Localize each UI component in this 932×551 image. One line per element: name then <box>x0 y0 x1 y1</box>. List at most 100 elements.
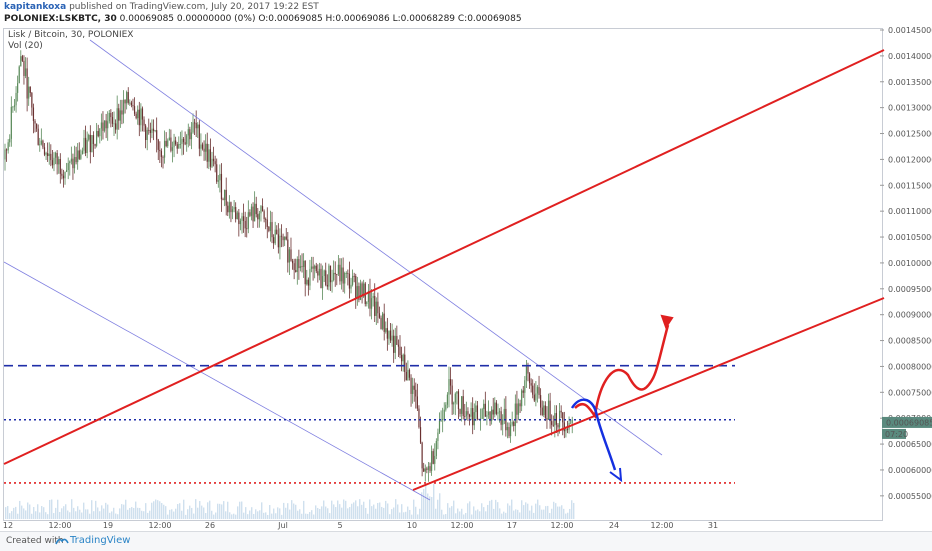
candle-body <box>277 234 279 248</box>
volume-bar <box>351 503 353 519</box>
candle-body <box>350 284 352 289</box>
volume-bar <box>173 511 175 519</box>
candle-body <box>236 212 238 220</box>
volume-bar <box>49 499 51 519</box>
volume-bar <box>411 514 413 519</box>
candle-body <box>84 137 87 154</box>
volume-bar <box>29 504 31 519</box>
volume-bar <box>271 513 273 519</box>
y-tick-label: 0.00125000 <box>888 130 932 139</box>
bearish-arrowhead <box>609 467 623 483</box>
volume-bar <box>353 502 355 519</box>
candle-body <box>285 236 287 240</box>
candle-body <box>416 396 418 409</box>
candle-body <box>108 112 110 122</box>
volume-bar <box>493 508 495 519</box>
candle-body <box>288 249 290 263</box>
volume-bar <box>267 514 269 519</box>
volume-bar <box>279 508 281 519</box>
volume-bar <box>293 503 295 519</box>
volume-bar <box>213 514 215 519</box>
volume-bar <box>375 508 377 519</box>
volume-bar <box>345 500 347 519</box>
volume-bar <box>513 510 515 519</box>
volume-bar <box>359 499 361 519</box>
candle-body <box>151 128 153 133</box>
volume-bar <box>33 507 35 519</box>
volume-bar <box>383 507 385 519</box>
candle-body <box>552 424 554 426</box>
candle-body <box>366 301 368 305</box>
candle-body <box>473 412 475 426</box>
candle-body <box>216 164 218 182</box>
candle-body <box>66 170 68 172</box>
price-chart[interactable]: 0.00145000 0.00140000 0.00135000 0.00130000… <box>0 0 932 532</box>
y-tick-label: 0.00055000 <box>888 492 932 501</box>
volume-bar <box>67 510 69 519</box>
volume-bar <box>407 506 409 519</box>
candle-body <box>440 419 442 421</box>
volume-bar <box>465 512 467 519</box>
volume-bar <box>147 512 149 519</box>
candle-body <box>61 173 63 176</box>
volume-bar <box>265 512 267 519</box>
volume-bar <box>135 501 137 519</box>
candle-body <box>21 56 23 61</box>
candle-body <box>522 390 524 393</box>
candle-body <box>257 214 259 220</box>
volume-bar <box>53 513 55 519</box>
candle-body <box>367 290 369 302</box>
candle-body <box>506 427 509 431</box>
candle-body <box>50 153 52 161</box>
volume-bar <box>113 507 115 519</box>
volume-bar <box>197 507 199 519</box>
channel-line-lower <box>3 261 431 501</box>
candle-body <box>282 236 284 241</box>
candle-body <box>524 380 526 393</box>
candle-body <box>418 408 420 428</box>
symbol-label: POLONIEX:LSKBTC, 30 <box>4 14 117 24</box>
bullish-scenario-arrow <box>574 324 670 419</box>
candle-body <box>309 268 311 286</box>
candle-body <box>555 413 558 425</box>
author-name[interactable]: kapitankoxa <box>4 2 67 12</box>
x-tick-label: 10 <box>407 521 417 530</box>
volume-bar <box>63 506 65 519</box>
volume-bar <box>277 507 279 519</box>
candle-body <box>408 369 411 378</box>
candle-body <box>7 142 9 151</box>
volume-bar <box>203 507 205 519</box>
volume-bar <box>519 512 521 519</box>
candle-body <box>255 203 257 215</box>
tradingview-brand[interactable]: TradingView <box>70 535 131 546</box>
volume-bar <box>207 502 209 519</box>
candle-body <box>145 125 147 140</box>
candle-body <box>386 328 388 339</box>
candle-body <box>28 86 30 99</box>
candle-body <box>238 212 240 225</box>
candle-body <box>47 153 49 157</box>
candle-body <box>225 189 227 206</box>
candle-body <box>36 123 38 129</box>
volume-bar <box>449 507 451 519</box>
candle-body <box>483 403 485 409</box>
volume-bar <box>547 505 549 519</box>
candle-body <box>307 279 309 286</box>
volume-bar <box>289 509 291 519</box>
volume-bar <box>405 511 407 519</box>
candle-body <box>13 105 16 107</box>
volume-bar <box>71 499 73 519</box>
candle-body <box>448 379 450 395</box>
candle-body <box>24 68 27 76</box>
candle-body <box>198 124 200 149</box>
volume-bar <box>379 502 381 519</box>
created-with-label: Created with <box>6 536 64 546</box>
x-tick-label: 19 <box>103 521 113 530</box>
candle-body <box>17 83 19 93</box>
candle-body <box>239 220 242 225</box>
volume-bar <box>283 502 285 519</box>
volume-bar <box>357 506 359 519</box>
volume-bar <box>159 501 161 519</box>
candle-body <box>443 409 445 420</box>
footer-bar: Created with TradingView <box>0 531 932 551</box>
